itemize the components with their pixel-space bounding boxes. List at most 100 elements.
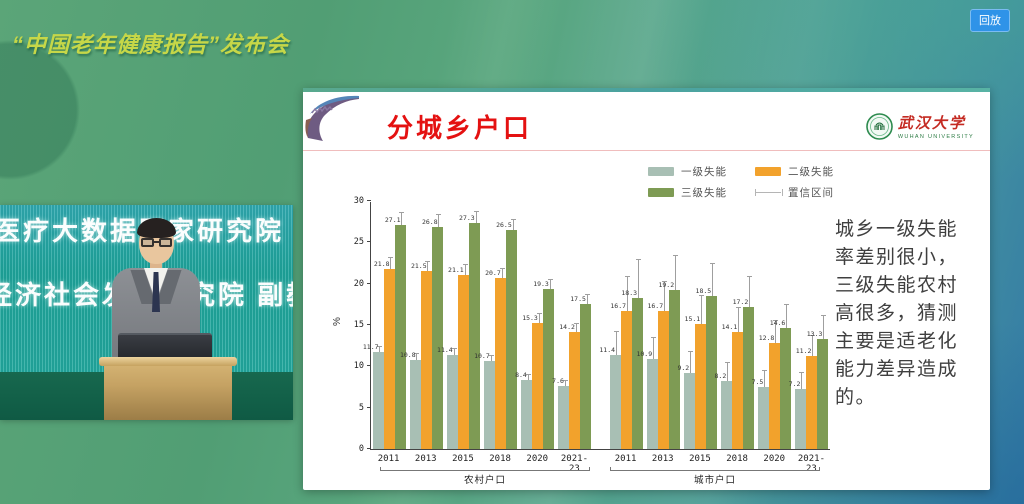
confidence-whisker <box>773 320 779 344</box>
replay-button[interactable]: 回放 <box>970 9 1010 32</box>
bar-value-label: 11.4 <box>437 345 453 354</box>
x-tick-label: 2018 <box>726 454 748 464</box>
bar: 14.2 <box>559 322 581 449</box>
presentation-slide: 分城乡户口 武汉大学 WUHAN UNIVERSITY 一级失能 二级失能 三级失能… <box>303 88 990 490</box>
confidence-whisker <box>624 276 630 311</box>
bar-value-label: 8.2 <box>714 372 727 381</box>
y-tick-label: 0 <box>358 444 364 454</box>
group-bracket: 农村户口 <box>370 467 600 486</box>
bar: 10.7 <box>474 352 496 449</box>
university-name-en: WUHAN UNIVERSITY <box>897 134 974 140</box>
slide-note-text: 城乡一级失能率差别很小，三级失能农村高很多，猜测主要是适老化能力差异造成的。 <box>835 219 959 408</box>
bar-value-label: 17.5 <box>570 295 586 304</box>
x-tick-label: 2021-23 <box>797 454 825 474</box>
legend-item: 置信区间 <box>755 185 838 200</box>
bar-value-label: 20.7 <box>485 268 501 277</box>
bar-value-label: 21.8 <box>373 259 390 268</box>
y-tick-label: 10 <box>353 361 364 372</box>
confidence-whisker <box>510 219 516 230</box>
bar-value-label: 14.2 <box>559 322 575 331</box>
legend-item: 一级失能 <box>648 164 731 179</box>
confidence-whisker <box>414 353 420 360</box>
year-group: 10.8 21.5 26.8 <box>400 214 445 449</box>
bar-sections: 11.7 21.8 27.1 10.8 21.5 26.8 11.4 21.1 27.3 10.7… <box>363 202 830 449</box>
y-tick-label: 5 <box>358 402 364 413</box>
x-tick-label: 2021-23 <box>560 454 588 474</box>
speaker-glasses <box>140 238 172 247</box>
confidence-whisker <box>462 263 468 275</box>
confidence-whisker <box>725 362 731 382</box>
bar-value-label: 10.8 <box>399 350 416 359</box>
confidence-whisker <box>799 372 805 390</box>
y-tick-mark <box>367 365 371 367</box>
confidence-whisker <box>784 303 790 329</box>
bar: 21.5 <box>411 260 433 449</box>
confidence-whisker <box>473 210 479 224</box>
bar: 17.5 <box>570 293 592 449</box>
bar-value-label: 15.3 <box>522 313 538 322</box>
x-tick-label: 2011 <box>614 454 637 464</box>
speaker-head <box>136 218 176 264</box>
bar: 15.1 <box>685 295 706 449</box>
bar-value-label: 27.3 <box>459 214 475 223</box>
confidence-whisker <box>661 281 667 311</box>
header-divider <box>303 150 990 151</box>
year-group: 10.9 16.7 19.2 <box>636 254 682 449</box>
confidence-whisker <box>499 267 505 278</box>
legend-item: 三级失能 <box>648 185 731 200</box>
x-tick-section: 2011 2013 2015 2018 2020 2021-23 <box>600 454 830 474</box>
y-tick-mark <box>367 200 371 201</box>
y-tick-mark <box>367 241 371 243</box>
podium <box>99 357 237 420</box>
bar-value-label: 19.3 <box>533 280 549 289</box>
bar-value-label: 7.6 <box>552 377 564 386</box>
bar: 8.4 <box>515 371 533 449</box>
bar: 18.5 <box>696 263 717 449</box>
confidence-whisker <box>488 354 494 361</box>
x-tick-label: 2013 <box>651 454 674 464</box>
bar: 26.8 <box>422 214 444 449</box>
year-group: 11.7 21.8 27.1 <box>363 211 408 449</box>
speaker-video-feed[interactable]: 医疗大数据国家研究院 经济社会发展研究院 副教 <box>0 205 293 420</box>
year-group: 7.6 14.2 17.5 <box>552 293 593 449</box>
legend-label: 二级失能 <box>788 166 834 178</box>
y-tick-mark <box>367 448 371 449</box>
x-tick-label: 2015 <box>452 454 474 464</box>
bar-value-label: 16.7 <box>610 301 627 310</box>
chart-legend: 一级失能 二级失能三级失能 置信区间 <box>648 164 838 200</box>
bar: 10.8 <box>400 351 422 449</box>
legend-label: 置信区间 <box>788 187 834 199</box>
bar: 16.7 <box>610 276 632 449</box>
legend-label: 一级失能 <box>681 166 727 178</box>
confidence-whisker <box>688 351 694 373</box>
confidence-whisker <box>547 278 553 290</box>
bar-value-label: 27.1 <box>384 215 401 224</box>
confidence-whisker <box>650 337 656 359</box>
y-tick-label: 25 <box>353 237 364 248</box>
bar: 19.3 <box>533 278 555 449</box>
bar-value-label: 21.5 <box>410 262 427 271</box>
group-label: 城市户口 <box>693 475 736 486</box>
bar: 16.7 <box>647 281 669 449</box>
y-tick-label: 20 <box>353 278 364 289</box>
bar-section: 11.7 21.8 27.1 10.8 21.5 26.8 11.4 21.1 27.3 10.7… <box>363 202 601 449</box>
year-group: 7.2 11.2 13.3 <box>789 315 830 449</box>
confidence-whisker <box>584 293 590 305</box>
y-tick-mark <box>367 406 371 408</box>
legend-label: 三级失能 <box>681 187 727 199</box>
bar: 12.8 <box>759 320 780 449</box>
confidence-whisker <box>736 306 742 333</box>
bar-value-label: 14.1 <box>721 323 738 332</box>
bar-value-label: 11.7 <box>362 343 379 352</box>
bar: 15.3 <box>522 313 544 449</box>
confidence-whisker <box>451 348 457 355</box>
bar-value-label: 17.2 <box>732 297 749 306</box>
confidence-whisker <box>562 380 568 387</box>
legend-swatch <box>648 167 674 176</box>
bar: 14.6 <box>770 303 791 449</box>
bar: 9.2 <box>677 351 695 449</box>
confidence-whisker <box>425 260 431 272</box>
bar-value-label: 11.2 <box>795 347 812 356</box>
bar: 27.3 <box>459 210 481 449</box>
bar-value-label: 7.2 <box>788 380 801 389</box>
